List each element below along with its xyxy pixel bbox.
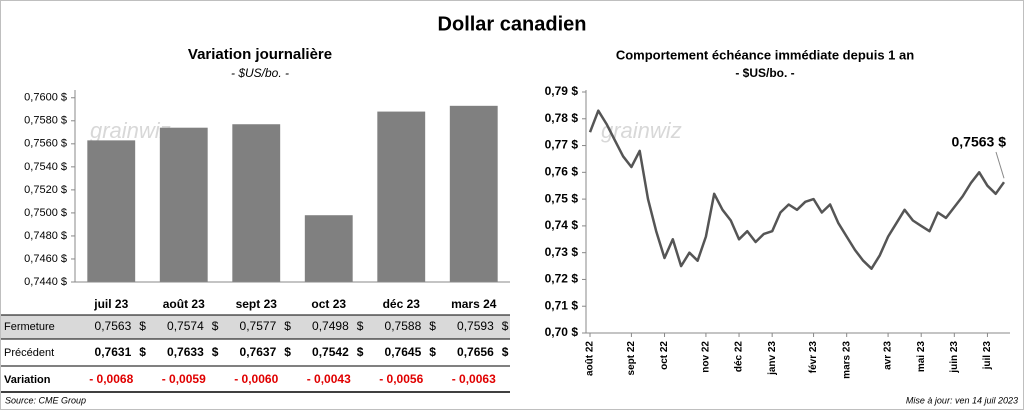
y-tick-label: 0,71 $	[545, 298, 579, 312]
x-tick-label: août 22	[585, 341, 596, 376]
table-cell: 0,7542	[312, 345, 349, 359]
bar	[159, 127, 208, 283]
table-unit: $	[139, 319, 146, 333]
source: Source: CME Group	[5, 395, 86, 405]
table-unit: $	[212, 319, 219, 333]
chart-title: Comportement échéance immédiate depuis 1…	[616, 47, 914, 62]
y-tick-label: 0,72 $	[545, 272, 579, 286]
table-unit: $	[284, 345, 291, 359]
x-tick-label: oct 22	[659, 341, 670, 370]
price-line	[588, 109, 1006, 270]
table-unit: $	[502, 345, 509, 359]
bar	[449, 105, 498, 283]
x-tick-label: mars 23	[841, 341, 852, 379]
table-cell: - 0,0068	[89, 372, 133, 386]
table-cell: - 0,0060	[234, 372, 278, 386]
y-tick-label: 0,78 $	[545, 111, 579, 125]
table-cell: 0,7631	[95, 345, 132, 359]
table-cell: - 0,0063	[452, 372, 496, 386]
x-tick-label: sept 23	[236, 297, 278, 311]
y-tick-label: 0,7480 $	[24, 230, 67, 242]
table-cell: - 0,0059	[162, 372, 206, 386]
y-tick-label: 0,7580 $	[24, 115, 67, 127]
table-row-bg	[1, 315, 510, 339]
y-tick-label: 0,7440 $	[24, 276, 67, 288]
y-tick-label: 0,79 $	[545, 84, 579, 98]
table-row-label: Variation	[4, 374, 51, 386]
x-tick-label: mars 24	[451, 297, 497, 311]
y-tick-label: 0,7560 $	[24, 138, 67, 150]
chart-subtitle: - $US/bo. -	[231, 66, 289, 80]
table-cell: 0,7574	[167, 319, 204, 333]
x-tick-label: juil 23	[93, 297, 128, 311]
y-tick-label: 0,7500 $	[24, 207, 67, 219]
table-unit: $	[502, 319, 509, 333]
page-title: Dollar canadien	[438, 13, 587, 35]
bar	[232, 124, 281, 282]
x-tick-label: déc 22	[734, 341, 745, 373]
table-cell: 0,7563	[95, 319, 132, 333]
x-tick-label: mai 23	[916, 341, 927, 373]
table-cell: 0,7588	[385, 319, 422, 333]
chart-subtitle: - $US/bo. -	[735, 66, 794, 80]
annotation-leader	[995, 151, 1005, 179]
table-unit: $	[284, 319, 291, 333]
x-tick-label: oct 23	[311, 297, 346, 311]
table-unit: $	[357, 345, 364, 359]
table-cell: 0,7637	[240, 345, 277, 359]
x-tick-label: nov 22	[701, 341, 712, 373]
y-tick-label: 0,7540 $	[24, 161, 67, 173]
table-unit: $	[357, 319, 364, 333]
table-cell: 0,7645	[385, 345, 422, 359]
table-row-label: Fermeture	[4, 321, 55, 333]
table-cell: - 0,0056	[379, 372, 423, 386]
table-unit: $	[212, 345, 219, 359]
table-unit: $	[429, 319, 436, 333]
y-tick-label: 0,73 $	[545, 245, 579, 259]
y-tick-label: 0,75 $	[545, 191, 579, 205]
table-unit: $	[429, 345, 436, 359]
table-cell: 0,7593	[457, 319, 494, 333]
x-tick-label: juin 23	[949, 341, 960, 374]
y-tick-label: 0,7460 $	[24, 253, 67, 265]
watermark: grainwiz	[90, 118, 171, 143]
table-cell: - 0,0043	[307, 372, 351, 386]
y-tick-label: 0,70 $	[545, 325, 579, 339]
table-cell: 0,7633	[167, 345, 204, 359]
bar	[304, 215, 353, 282]
x-tick-label: avr 23	[883, 341, 894, 370]
table-unit: $	[139, 345, 146, 359]
updated: Mise à jour: ven 14 juil 2023	[906, 395, 1018, 405]
x-tick-label: août 23	[163, 297, 205, 311]
table-cell: 0,7656	[457, 345, 494, 359]
y-tick-label: 0,7600 $	[24, 92, 67, 104]
x-tick-label: sept 22	[626, 341, 637, 376]
y-tick-label: 0,74 $	[545, 218, 579, 232]
chart-title: Variation journalière	[188, 46, 332, 63]
bar	[87, 140, 136, 282]
x-tick-label: janv 23	[767, 341, 778, 376]
x-tick-label: juil 23	[982, 341, 993, 371]
table-row-label: Précédent	[4, 347, 54, 359]
table-cell: 0,7577	[240, 319, 277, 333]
table-cell: 0,7498	[312, 319, 349, 333]
y-tick-label: 0,7520 $	[24, 184, 67, 196]
x-tick-label: déc 23	[383, 297, 421, 311]
annotation: 0,7563 $	[952, 134, 1007, 150]
x-tick-label: févr 23	[808, 341, 819, 374]
y-tick-label: 0,76 $	[545, 165, 579, 179]
bar	[377, 111, 426, 282]
y-tick-label: 0,77 $	[545, 138, 579, 152]
